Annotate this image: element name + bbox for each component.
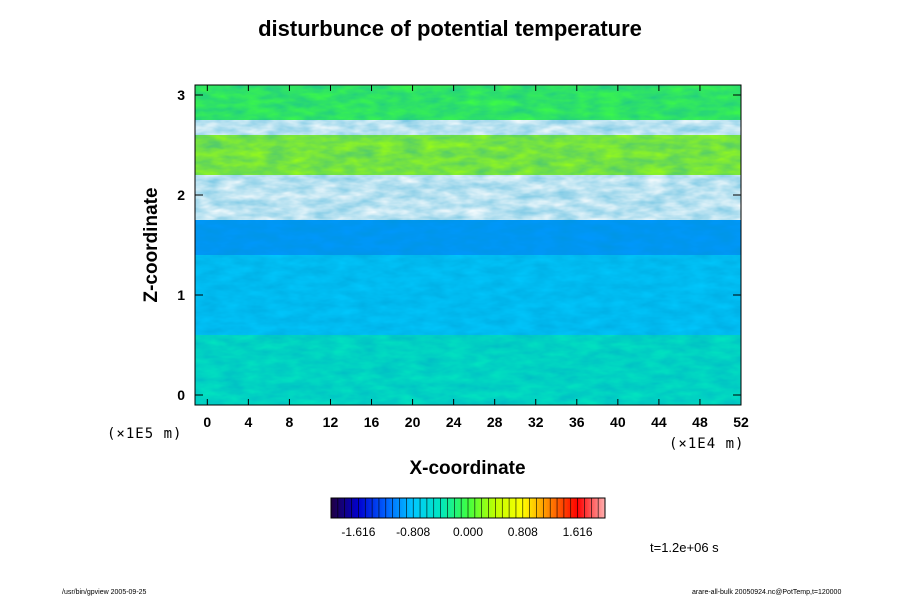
colorbar: -1.616 -0.808 0.000 0.808 1.616 [330,497,606,539]
x-tick-label: 0 [203,414,211,430]
footer-right: arare-all-bulk 20050924.nc@PotTemp,t=120… [692,589,842,596]
x-tick-label: 36 [569,414,585,430]
x-axis: 0 4 8 12 16 20 24 28 32 36 40 44 48 52 [203,85,749,430]
colorbar-tick-label: 0.000 [453,525,483,539]
chart-title: disturbunce of potential temperature [258,16,642,41]
x-tick-label: 12 [323,414,339,430]
heatmap-texture [195,85,741,405]
x-scale-note: (×1E4 m) [669,436,745,452]
y-tick-label: 1 [177,287,185,303]
colorbar-tick-label: 0.808 [508,525,538,539]
x-tick-label: 20 [405,414,421,430]
x-axis-label: X-coordinate [409,458,526,479]
y-tick-label: 2 [177,187,185,203]
y-tick-label: 3 [177,87,185,103]
time-label: t=1.2e+06 s [650,540,719,555]
x-tick-label: 28 [487,414,503,430]
y-scale-note: (×1E5 m) [107,426,183,442]
y-axis: 0 1 2 3 [177,87,741,403]
x-tick-label: 40 [610,414,626,430]
colorbar-tick-label: -1.616 [341,525,375,539]
heatmap-field [195,85,741,405]
x-tick-label: 32 [528,414,544,430]
x-tick-label: 44 [651,414,667,430]
colorbar-tick-label: -0.808 [396,525,430,539]
plot-frame [194,84,742,406]
colorbar-tick-label: 1.616 [563,525,593,539]
y-axis-label: Z-coordinate [141,187,162,303]
x-tick-label: 4 [244,414,252,430]
x-tick-label: 8 [286,414,294,430]
footer-left: /usr/bin/gpview 2005-09-25 [62,589,147,596]
x-tick-label: 24 [446,414,462,430]
x-tick-label: 48 [692,414,708,430]
x-tick-label: 16 [364,414,380,430]
y-tick-label: 0 [177,387,185,403]
x-tick-label: 52 [733,414,749,430]
